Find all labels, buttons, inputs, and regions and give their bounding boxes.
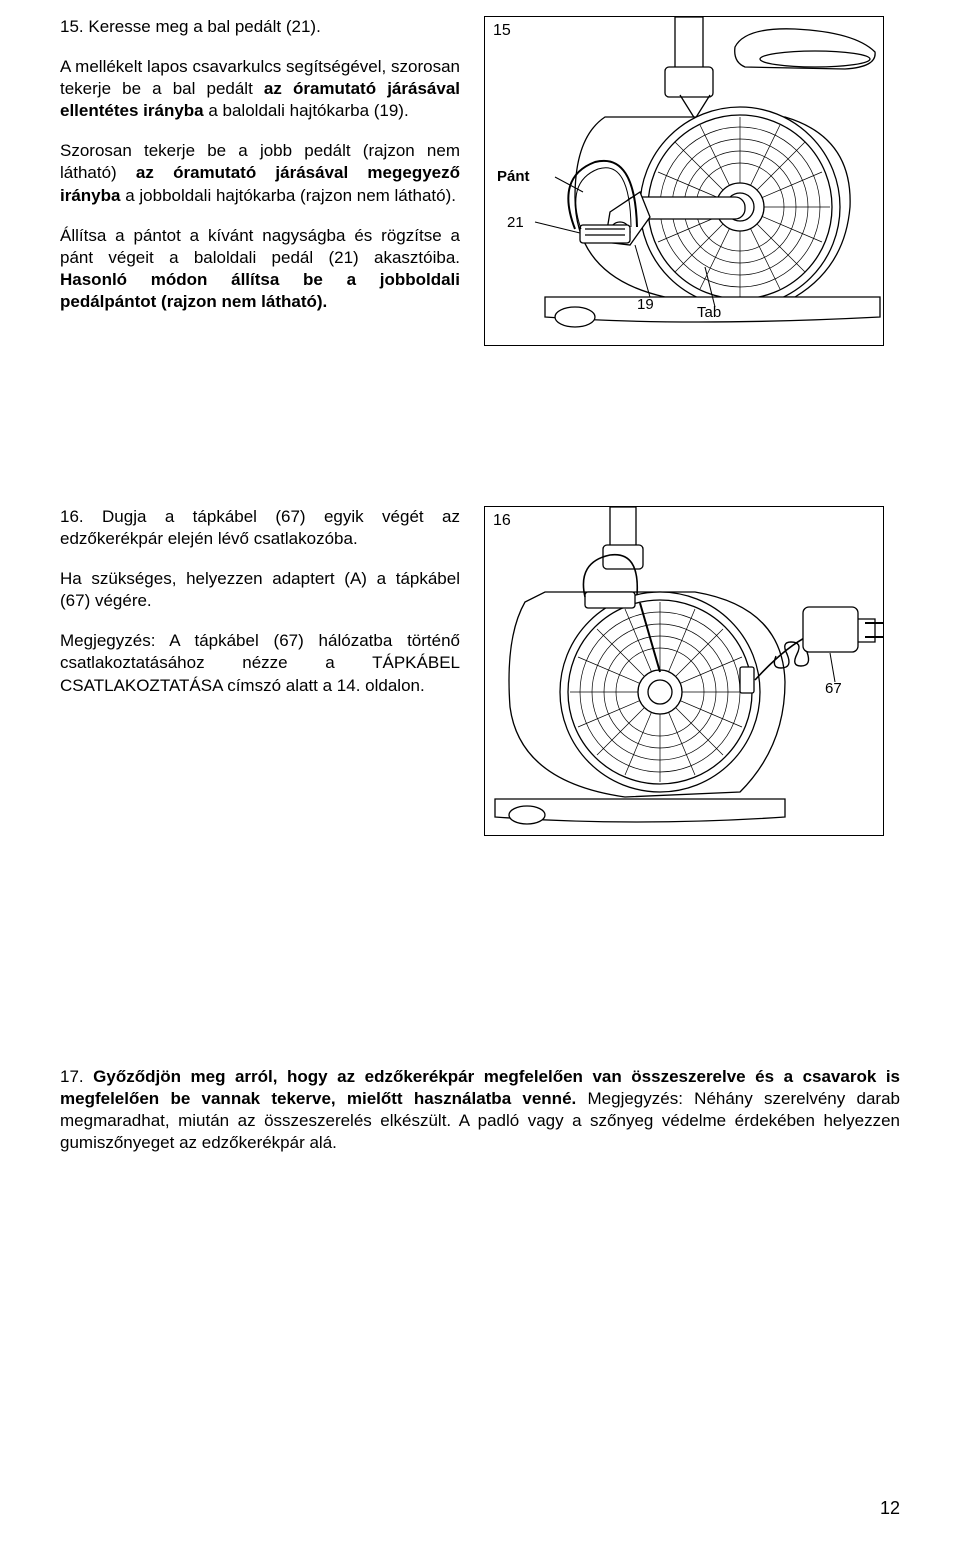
step-17-pre: 17. [60,1067,93,1086]
label-67: 67 [825,679,842,699]
step-16-figure-col: 16 [484,506,884,836]
step-15-heading: 15. Keresse meg a bal pedált (21). [60,16,460,38]
step-15-p1-post: a baloldali hajtókarba (19). [204,101,409,120]
step-15-para-1: A mellékelt lapos csavarkulcs segítségév… [60,56,460,122]
step-17-block: 17. Győződjön meg arról, hogy az edzőker… [60,1066,900,1154]
step-16-p2: Ha szükséges, helyezzen adaptert (A) a t… [60,568,460,612]
step-15-p3-pre: Állítsa a pántot a kívánt nagyságba és r… [60,226,460,267]
figure-16: 16 [484,506,884,836]
step-15-para-2: Szorosan tekerje be a jobb pedált (rajzo… [60,140,460,206]
step-15-text: 15. Keresse meg a bal pedált (21). A mel… [60,16,460,346]
step-16-text: 16. Dugja a tápkábel (67) egyik végét az… [60,506,460,836]
step-15-para-3: Állítsa a pántot a kívánt nagyságba és r… [60,225,460,313]
label-19: 19 [637,295,654,315]
step-15-p2-post: a jobboldali hajtókarba (rajzon nem láth… [120,186,455,205]
label-pant: Pánt [497,167,530,187]
step-17-text: 17. Győződjön meg arról, hogy az edzőker… [60,1066,900,1154]
step-15-row: 15. Keresse meg a bal pedált (21). A mel… [60,16,900,346]
label-21: 21 [507,213,524,233]
step-15-p3-bold: Hasonló módon állítsa be a jobboldali pe… [60,270,460,311]
step-16-p1: 16. Dugja a tápkábel (67) egyik végét az… [60,506,460,550]
figure-15-number: 15 [493,21,511,42]
page-number: 12 [880,1497,900,1520]
figure-15-svg [485,17,885,347]
figure-16-number: 16 [493,511,511,532]
step-15-figure-col: 15 [484,16,884,346]
figure-15: 15 [484,16,884,346]
step-16-p3: Megjegyzés: A tápkábel (67) hálózatba tö… [60,630,460,696]
step-16-row: 16. Dugja a tápkábel (67) egyik végét az… [60,506,900,836]
figure-16-svg [485,507,885,837]
label-tab: Tab [697,303,721,323]
